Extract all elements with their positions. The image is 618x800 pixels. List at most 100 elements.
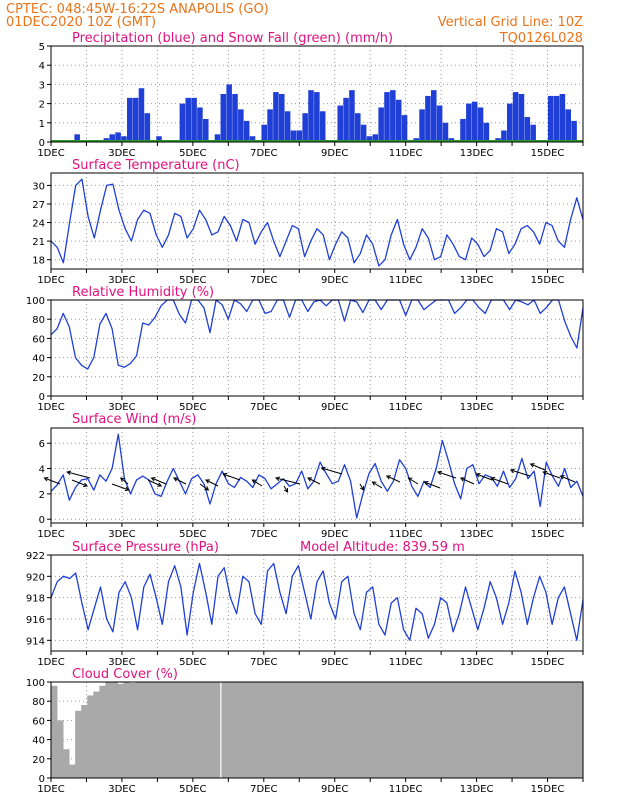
cloud-cover-bar bbox=[564, 682, 572, 778]
pressure-title: Surface Pressure (hPa) bbox=[72, 540, 219, 555]
precipitation-bar bbox=[343, 97, 349, 142]
precipitation-bar bbox=[512, 92, 519, 142]
cloud-cover-bar bbox=[570, 682, 578, 778]
precipitation-bar bbox=[349, 90, 355, 142]
wind-arrow bbox=[560, 475, 576, 483]
temperature-series-line bbox=[50, 178, 584, 267]
precipitation-bar bbox=[471, 101, 478, 142]
cloud-cover-bar bbox=[310, 682, 318, 778]
precipitation-title: Precipitation (blue) and Snow Fall (gree… bbox=[72, 31, 393, 46]
temperature-ytick-label: 24 bbox=[32, 219, 45, 230]
cloud-cover-bar bbox=[323, 682, 330, 778]
cloud-cover-bar bbox=[147, 682, 155, 778]
pressure-xtick-label: 3DEC bbox=[108, 657, 135, 668]
wind-arrow-head bbox=[359, 485, 365, 491]
wind-xtick-label: 13DEC bbox=[460, 529, 494, 540]
wind-arrow bbox=[437, 471, 457, 479]
wind-xtick-label: 7DEC bbox=[250, 529, 277, 540]
cloud-cover-bar bbox=[407, 682, 415, 778]
wind-xtick-label: 9DEC bbox=[321, 529, 348, 540]
cloud-cover-bar bbox=[450, 682, 457, 778]
cloud-cover-bar bbox=[298, 682, 306, 778]
cloud-cover-bar bbox=[214, 682, 221, 778]
precipitation-bar bbox=[559, 94, 566, 142]
cloud-cover-bar bbox=[274, 682, 282, 778]
wind-arrow-head bbox=[157, 482, 163, 487]
precipitation-ytick-label: 0 bbox=[39, 138, 45, 149]
precipitation-bar bbox=[355, 113, 361, 142]
cloud-cover-bar bbox=[171, 682, 179, 778]
precipitation-bar bbox=[132, 97, 139, 142]
humidity-xtick-label: 9DEC bbox=[321, 402, 348, 413]
cloud-cover-ytick-label: 0 bbox=[39, 774, 45, 785]
precipitation-bar bbox=[395, 99, 402, 142]
cloud-cover-bar bbox=[540, 682, 548, 778]
temperature-ytick-label: 27 bbox=[32, 200, 45, 211]
pressure-xtick-label: 15DEC bbox=[531, 657, 565, 668]
cloud-cover-bar bbox=[486, 682, 493, 778]
wind-arrow-head bbox=[509, 468, 515, 474]
cloud-cover-bar bbox=[528, 682, 536, 778]
precipitation-bar bbox=[547, 95, 554, 142]
cloud-cover-bar bbox=[552, 682, 560, 778]
cloud-cover-bar bbox=[57, 720, 64, 778]
precipitation-ytick-label: 5 bbox=[39, 42, 45, 53]
precipitation-bar bbox=[425, 95, 431, 142]
precipitation-bar bbox=[74, 134, 80, 142]
cloud-cover-bar bbox=[123, 682, 130, 778]
precipitation-bar bbox=[360, 124, 367, 142]
cloud-cover-bar bbox=[576, 682, 584, 778]
wind-arrow-head bbox=[173, 477, 179, 482]
precipitation-bar bbox=[565, 109, 572, 142]
cloud-cover-bar bbox=[335, 682, 342, 778]
precipitation-bar bbox=[273, 92, 279, 142]
precipitation-bar bbox=[372, 134, 379, 142]
header-station: CPTEC: 048:45W-16:22S ANAPOLIS (GO) bbox=[6, 2, 269, 17]
humidity-frame bbox=[50, 299, 584, 397]
precipitation-bar bbox=[436, 105, 443, 142]
precipitation-bar bbox=[115, 132, 121, 142]
cloud-cover-bar bbox=[377, 682, 384, 778]
wind-arrow-head bbox=[423, 481, 429, 486]
wind-arrow-head bbox=[542, 470, 548, 476]
wind-arrow bbox=[199, 483, 209, 491]
pressure-xtick-label: 5DEC bbox=[179, 657, 206, 668]
humidity-xtick-label: 15DEC bbox=[531, 402, 565, 413]
cloud-cover-bar bbox=[365, 682, 372, 778]
wind-arrow bbox=[223, 473, 241, 481]
precipitation-bar bbox=[238, 109, 244, 142]
pressure-ytick-label: 914 bbox=[26, 636, 45, 647]
humidity-ytick-label: 40 bbox=[32, 354, 45, 365]
cloud-cover-bar bbox=[329, 682, 336, 778]
precipitation-bar bbox=[319, 111, 326, 142]
cloud-cover-bar bbox=[51, 685, 58, 778]
cloud-cover-ytick-label: 80 bbox=[32, 697, 45, 708]
wind-arrow-head bbox=[371, 481, 377, 486]
precipitation-bar bbox=[185, 97, 192, 142]
pressure-xtick-label: 7DEC bbox=[250, 657, 277, 668]
wind-arrow-head bbox=[274, 476, 281, 482]
humidity-series-line bbox=[50, 299, 584, 370]
cloud-cover-xtick-label: 13DEC bbox=[460, 784, 494, 795]
pressure-ytick-label: 922 bbox=[26, 551, 45, 562]
temperature-xtick-label: 7DEC bbox=[250, 275, 277, 286]
cloud-cover-bar bbox=[395, 682, 403, 778]
wind-arrow-head bbox=[222, 472, 228, 478]
precipitation-bar bbox=[220, 94, 227, 142]
cloud-cover-bar bbox=[286, 682, 294, 778]
wind-arrow bbox=[71, 479, 88, 487]
wind-xtick-label: 11DEC bbox=[389, 529, 423, 540]
wind-arrow bbox=[307, 477, 321, 485]
wind-arrow-head bbox=[119, 477, 125, 482]
wind-arrow-head bbox=[66, 470, 72, 476]
precipitation-ytick-label: 2 bbox=[39, 100, 45, 111]
wind-arrow bbox=[151, 477, 167, 485]
pressure-ytick-label: 920 bbox=[26, 572, 45, 583]
precipitation-xtick-label: 15DEC bbox=[531, 148, 565, 159]
cloud-cover-bar bbox=[190, 682, 197, 778]
cloud-cover-bar bbox=[159, 682, 167, 778]
wind-xtick-label: 5DEC bbox=[179, 529, 206, 540]
cloud-cover-bar bbox=[69, 764, 76, 778]
wind-arrow-head bbox=[82, 482, 88, 487]
wind-arrow bbox=[386, 475, 401, 483]
